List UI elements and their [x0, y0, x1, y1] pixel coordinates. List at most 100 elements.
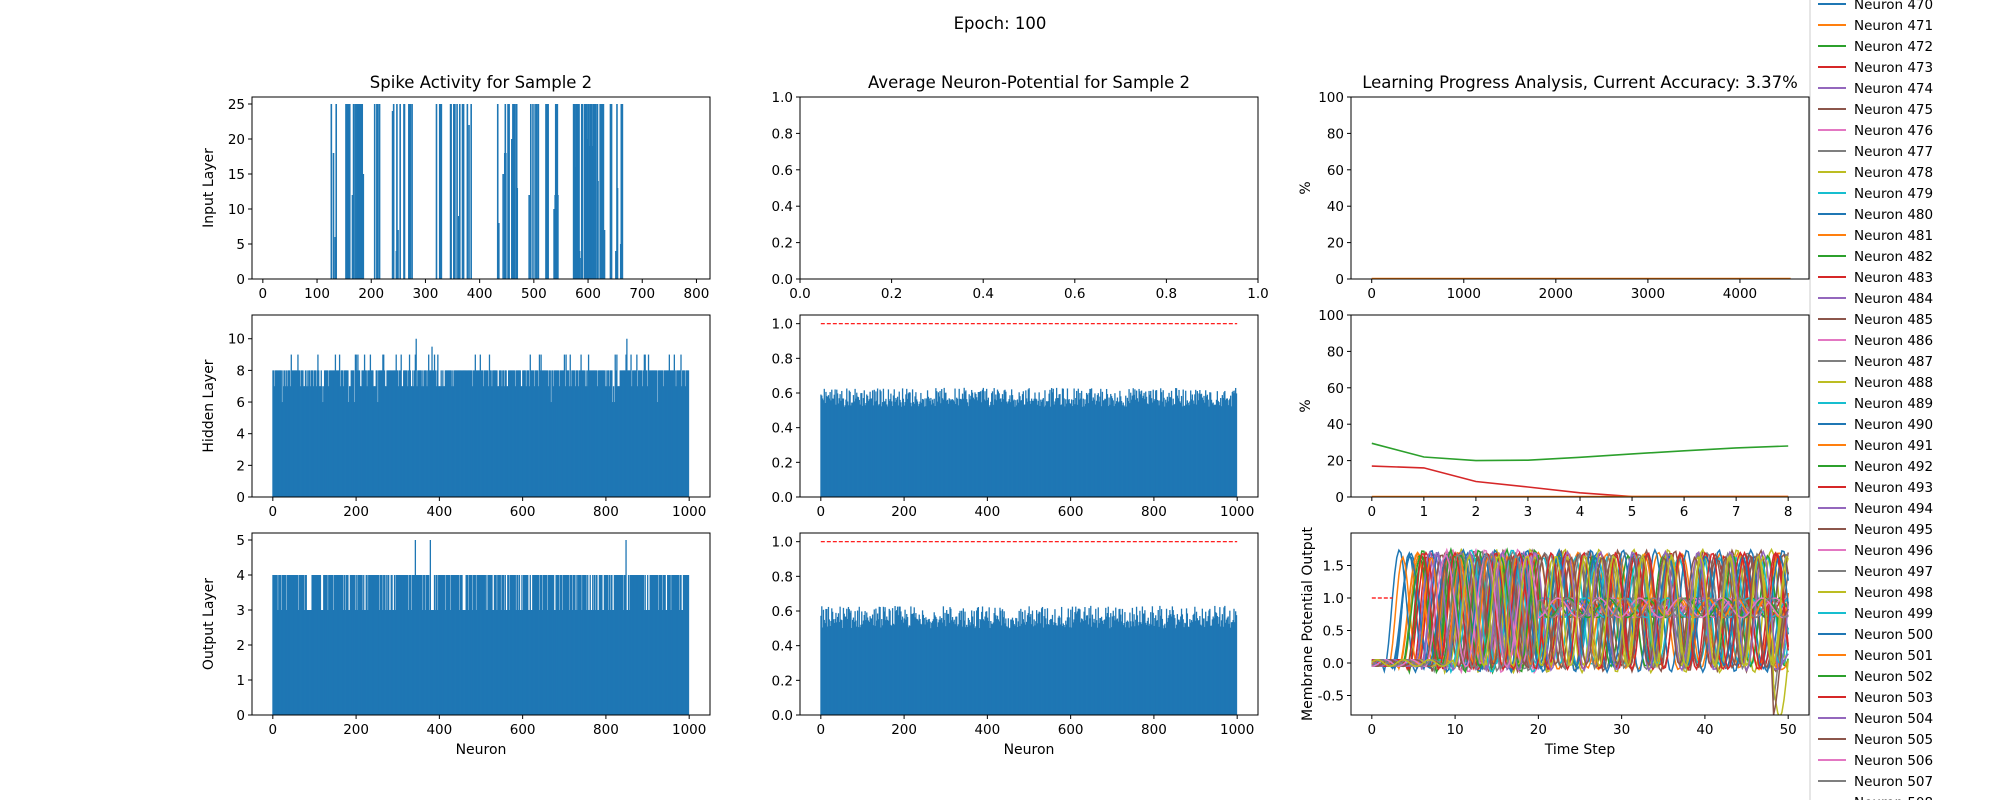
bar — [679, 575, 681, 715]
bar — [1090, 605, 1092, 715]
bar — [1030, 624, 1033, 715]
bar — [1173, 404, 1175, 497]
bar — [1174, 618, 1176, 715]
bar — [627, 370, 629, 497]
bar — [836, 389, 838, 497]
bar — [1233, 608, 1235, 715]
bar — [635, 370, 637, 497]
bar — [474, 575, 476, 715]
bar — [872, 405, 875, 497]
bar — [1070, 627, 1073, 715]
bar — [896, 610, 898, 715]
bar — [904, 609, 906, 715]
bar — [1117, 621, 1119, 715]
axes-frame — [1350, 314, 1810, 498]
membrane-trace — [1371, 551, 1789, 671]
bar — [1145, 624, 1148, 715]
bar — [1115, 401, 1118, 497]
y-tick-label: 1.0 — [1323, 591, 1344, 607]
bar — [821, 627, 824, 715]
bar — [1136, 615, 1139, 715]
x-tick-label: 1000 — [1220, 722, 1254, 738]
bar — [568, 386, 571, 497]
bar — [334, 354, 337, 497]
legend-frame — [1809, 0, 2000, 800]
bar — [662, 370, 664, 497]
legend-entry: Neuron 478 — [1818, 165, 1933, 181]
bar — [886, 619, 889, 715]
bar — [1114, 620, 1116, 715]
bar — [621, 104, 624, 279]
bar — [910, 606, 912, 715]
bar — [684, 575, 686, 715]
bar — [1085, 620, 1087, 715]
bar — [955, 403, 957, 497]
bar — [598, 575, 601, 715]
bar — [995, 615, 997, 715]
bar — [906, 613, 908, 715]
bar — [446, 575, 448, 715]
bar — [1074, 404, 1076, 497]
bar — [1047, 401, 1049, 497]
bar — [870, 618, 872, 715]
bar — [676, 370, 678, 497]
bar — [1234, 622, 1236, 715]
bar — [600, 370, 602, 497]
bar — [1064, 627, 1066, 715]
bar — [439, 104, 442, 279]
legend-entry: Neuron 499 — [1818, 606, 1933, 622]
legend-entry: Neuron 507 — [1818, 774, 1933, 790]
bar — [353, 370, 355, 497]
bar — [567, 575, 569, 715]
bar — [602, 370, 605, 497]
legend-entry: Neuron 495 — [1818, 522, 1933, 538]
bar — [420, 370, 422, 497]
x-tick-label: 600 — [1058, 504, 1084, 520]
bar — [685, 575, 687, 715]
bar — [516, 188, 519, 279]
bar — [1213, 618, 1215, 715]
bar — [940, 403, 942, 497]
bar — [1146, 403, 1149, 497]
bar — [928, 398, 930, 497]
bar — [527, 370, 529, 497]
bar — [594, 610, 596, 715]
bar — [563, 354, 566, 497]
bar — [627, 575, 630, 715]
bar — [463, 370, 466, 497]
legend-entry: Neuron 470 — [1818, 0, 1933, 13]
bar — [1075, 606, 1077, 715]
bar — [294, 575, 297, 715]
bar — [360, 575, 362, 715]
bar — [1151, 606, 1154, 715]
bar — [1112, 400, 1114, 497]
bar — [607, 370, 610, 497]
bar — [980, 391, 982, 497]
bar — [413, 575, 415, 715]
bar — [996, 619, 998, 715]
bar — [395, 354, 397, 497]
bar — [1160, 392, 1163, 497]
y-tick-label: 1.0 — [772, 535, 793, 551]
bar — [1170, 397, 1172, 497]
bar — [423, 575, 425, 715]
bar — [326, 575, 328, 715]
bar — [1187, 626, 1189, 715]
bar — [609, 370, 611, 497]
y-tick-label: 0.6 — [772, 386, 793, 402]
bar — [861, 624, 864, 715]
bar — [1070, 399, 1073, 497]
bar — [398, 575, 400, 715]
legend-label: Neuron 494 — [1854, 501, 1933, 517]
bar — [622, 610, 625, 715]
bar — [537, 575, 540, 715]
bar — [958, 613, 960, 715]
bar — [1045, 618, 1047, 715]
bar — [313, 386, 315, 497]
bar — [919, 619, 921, 715]
bar — [971, 392, 974, 497]
bar — [361, 575, 363, 715]
bar — [899, 606, 901, 715]
bar — [553, 209, 555, 279]
bar — [658, 370, 661, 497]
